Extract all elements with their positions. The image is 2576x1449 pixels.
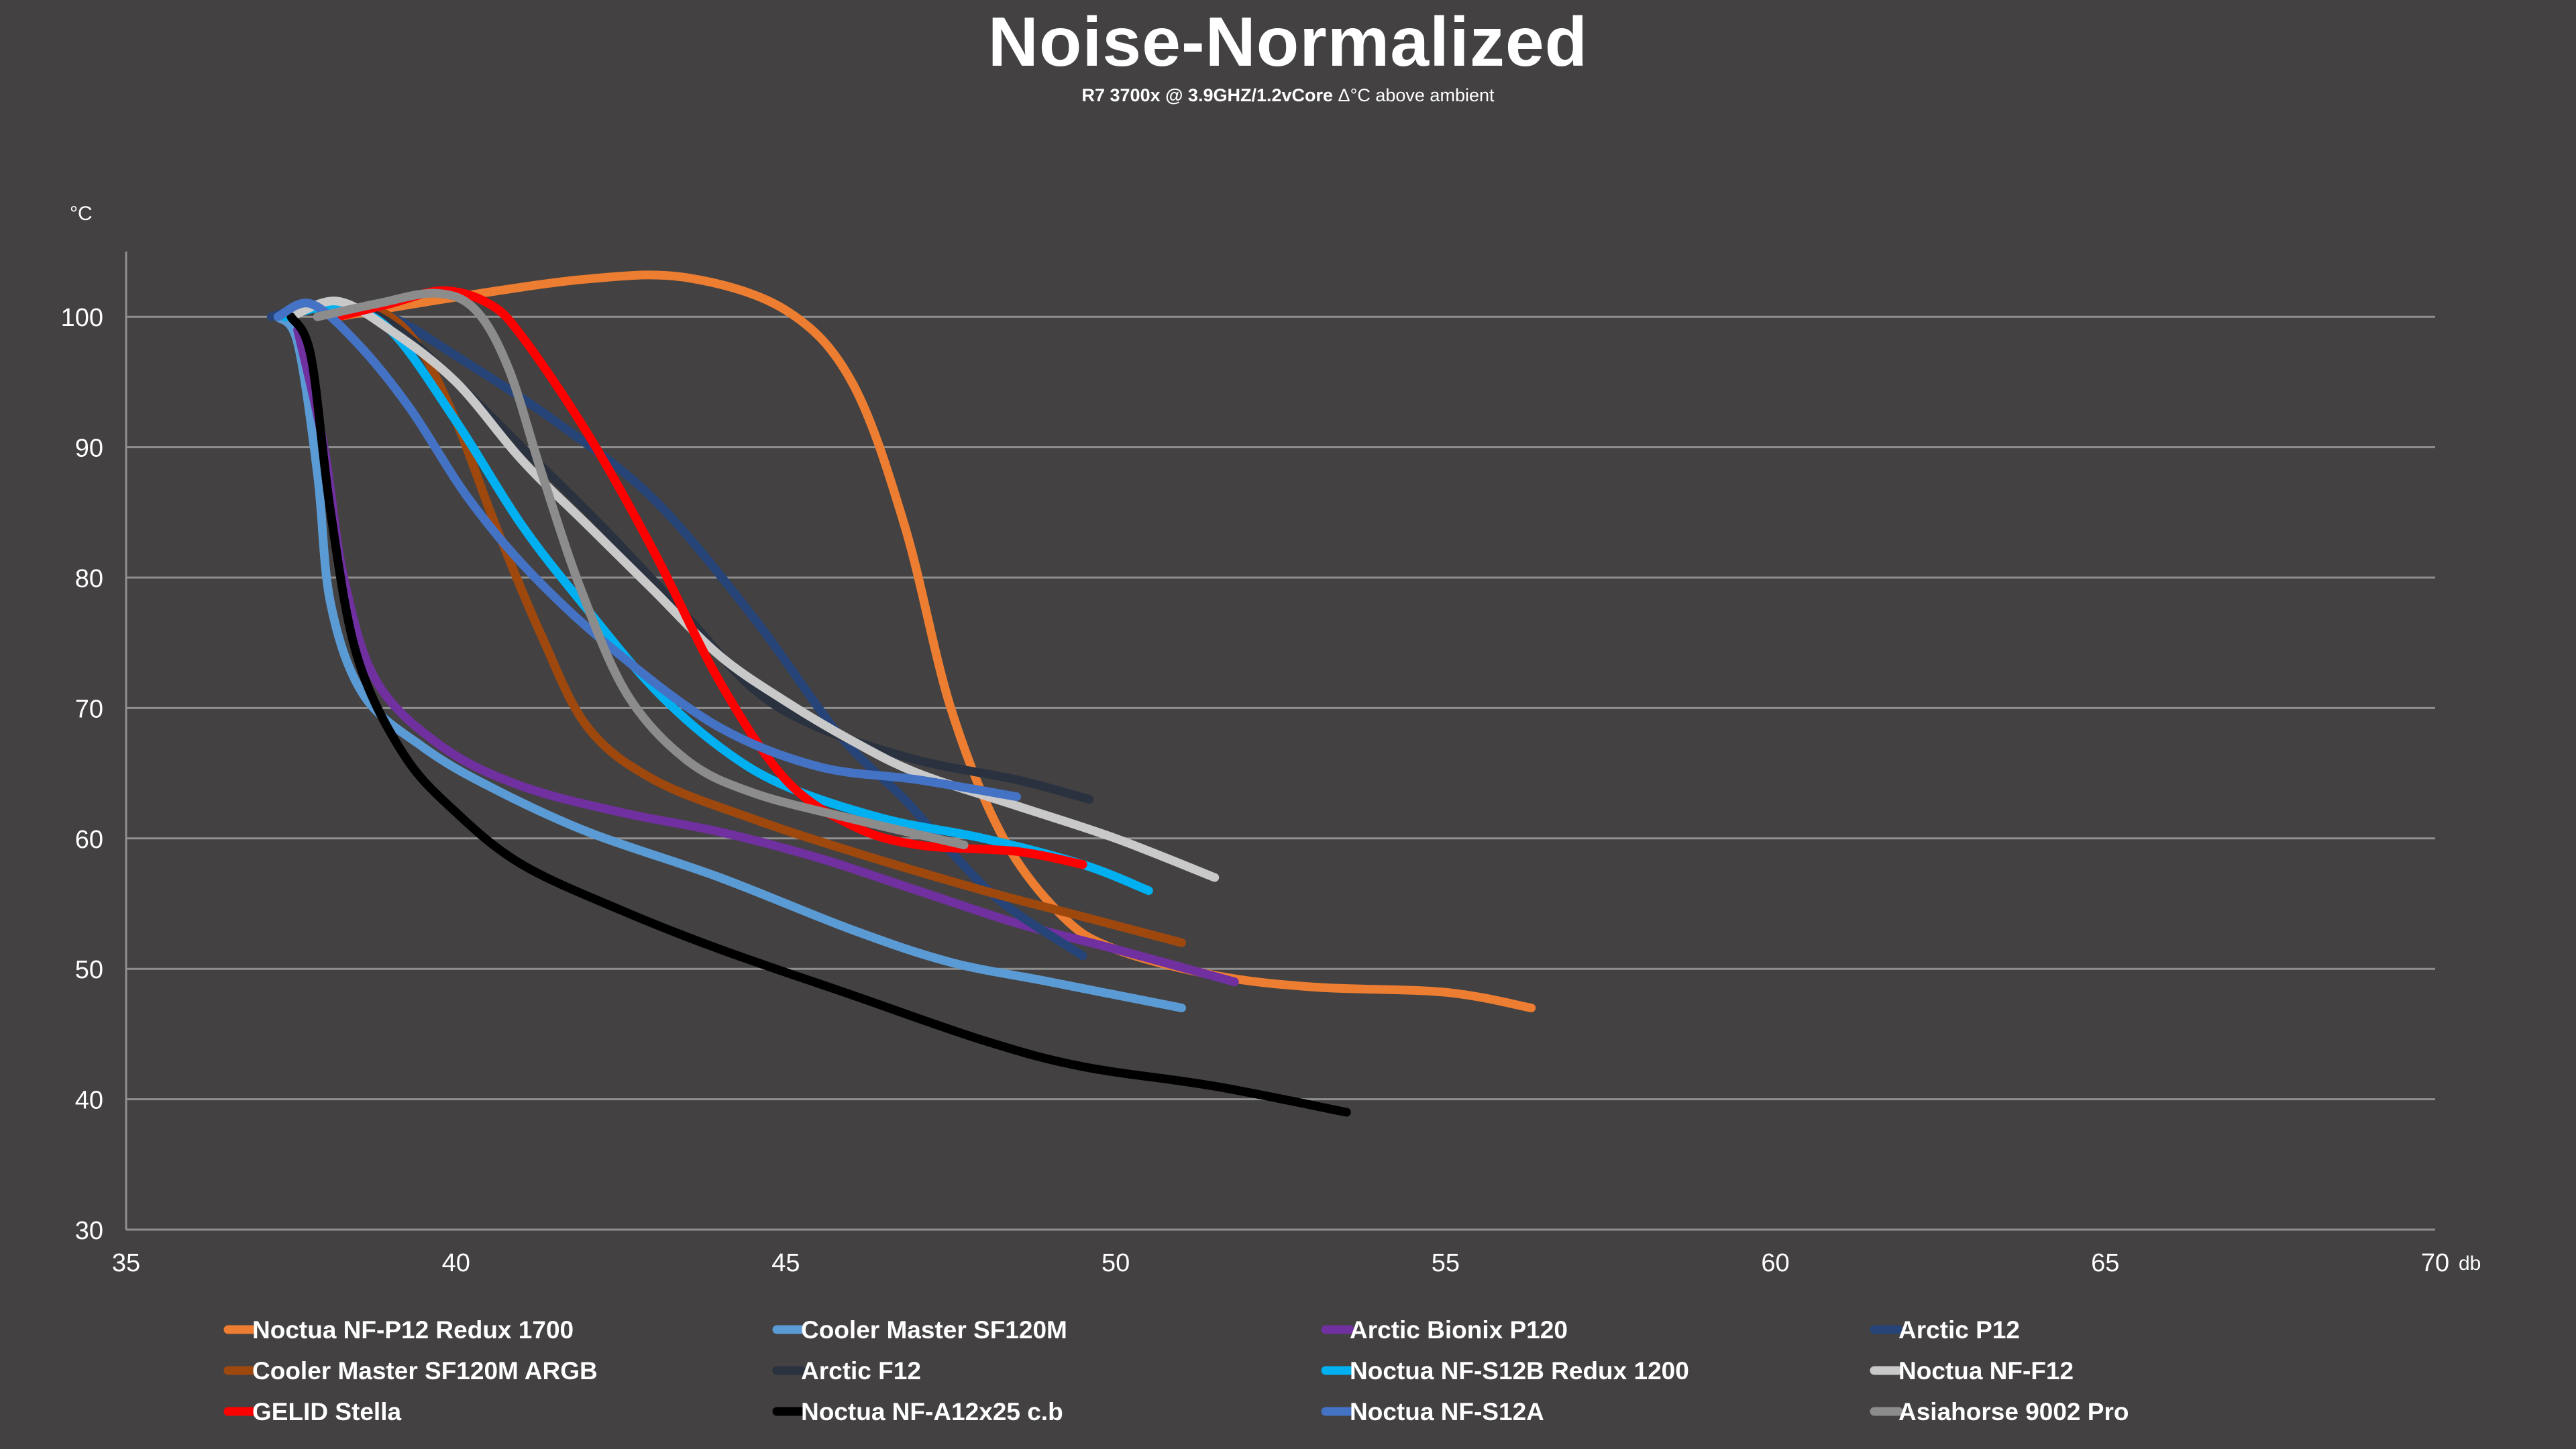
y-tick-label-60: 60 [75, 826, 103, 854]
legend-label-cooler-master-sf120m: Cooler Master SF120M [801, 1316, 1067, 1344]
legend-label-noctua-nf-s12b-redux-1200: Noctua NF-S12B Redux 1200 [1350, 1357, 1689, 1385]
chart-subtitle-bold: R7 3700x @ 3.9GHZ/1.2vCore [1081, 85, 1334, 105]
series-line-arctic-f12 [280, 299, 1094, 804]
legend-label-arctic-bionix-p120: Arctic Bionix P120 [1350, 1316, 1568, 1344]
series-line-noctua-nf-s12a [273, 299, 1022, 802]
legend-label-noctua-nf-s12a: Noctua NF-S12A [1350, 1398, 1544, 1426]
series-line-arctic-p12 [266, 299, 1087, 961]
series-line-cooler-master-sf120m [273, 312, 1186, 1012]
series-layer [266, 270, 1536, 1117]
y-tick-label-90: 90 [75, 435, 103, 463]
y-tick-label-50: 50 [75, 956, 103, 984]
series-line-noctua-nf-a12x25-c-b [286, 312, 1351, 1117]
chart-subtitle-rest: Δ°C above ambient [1333, 85, 1495, 105]
series-line-cooler-master-sf120m-argb [333, 305, 1186, 947]
legend-label-arctic-p12: Arctic P12 [1898, 1316, 2020, 1344]
x-tick-label-70: 70 [2421, 1249, 2449, 1277]
series-line-noctua-nf-p12-redux-1700 [333, 270, 1536, 1012]
series-line-gelid-stella [333, 286, 1087, 869]
legend-label-asiahorse-9002-pro: Asiahorse 9002 Pro [1898, 1398, 2129, 1426]
legend-label-arctic-f12: Arctic F12 [801, 1357, 921, 1385]
x-tick-label-65: 65 [2091, 1249, 2119, 1277]
chart-subtitle: R7 3700x @ 3.9GHZ/1.2vCore Δ°C above amb… [0, 85, 2576, 106]
y-tick-label-70: 70 [75, 695, 103, 723]
chart-title: Noise-Normalized [987, 3, 1589, 81]
x-tick-label-35: 35 [112, 1249, 140, 1277]
y-tick-label-80: 80 [75, 565, 103, 593]
x-tick-label-55: 55 [1432, 1249, 1460, 1277]
series-line-noctua-nf-s12b-redux-1200 [280, 301, 1153, 896]
x-tick-label-50: 50 [1102, 1249, 1130, 1277]
grid-layer [126, 315, 2435, 1101]
x-tick-label-40: 40 [442, 1249, 470, 1277]
series-line-asiahorse-9002-pro [313, 288, 969, 849]
x-tick-label-60: 60 [1761, 1249, 1789, 1277]
legend-layer: Noctua NF-P12 Redux 1700 Cooler Master SF… [223, 1316, 2129, 1426]
legend-label-gelid-stella: GELID Stella [252, 1398, 401, 1426]
y-axis-label: °C [70, 203, 93, 225]
legend-label-cooler-master-sf120m-argb: Cooler Master SF120M ARGB [252, 1357, 598, 1385]
legend-label-noctua-nf-f12: Noctua NF-F12 [1898, 1357, 2074, 1385]
axis-layer: 30 40 50 60 70 80 90 100 35 40 45 50 55 60 65 70 °C db [61, 203, 2481, 1277]
legend-label-noctua-nf-a12x25-c-b: Noctua NF-A12x25 c.b [801, 1398, 1063, 1426]
x-tick-label-45: 45 [771, 1249, 800, 1277]
y-tick-label-40: 40 [75, 1087, 103, 1115]
x-axis-label: db [2459, 1252, 2481, 1275]
y-tick-label-100: 100 [61, 304, 103, 332]
legend-label-noctua-nf-p12-redux-1700: Noctua NF-P12 Redux 1700 [252, 1316, 574, 1344]
series-line-arctic-bionix-p120 [293, 325, 1239, 987]
y-tick-label-30: 30 [75, 1217, 103, 1245]
